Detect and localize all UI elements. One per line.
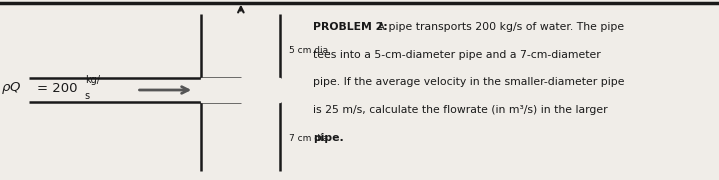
Text: = 200: = 200 [37, 82, 78, 95]
Text: tees into a 5-cm-diameter pipe and a 7-cm-diameter: tees into a 5-cm-diameter pipe and a 7-c… [313, 50, 600, 60]
Text: 5 cm dia.: 5 cm dia. [289, 46, 331, 55]
Text: $\rho Q$: $\rho Q$ [1, 80, 22, 96]
Text: pipe.: pipe. [313, 133, 344, 143]
Text: 7 cm dia.: 7 cm dia. [289, 134, 331, 143]
Text: kg/: kg/ [85, 75, 100, 85]
Text: A pipe transports 200 kg/s of water. The pipe: A pipe transports 200 kg/s of water. The… [374, 22, 624, 32]
Text: PROBLEM 2:: PROBLEM 2: [313, 22, 388, 32]
Bar [201, 78, 280, 102]
Text: s: s [85, 91, 90, 101]
Text: pipe. If the average velocity in the smaller-diameter pipe: pipe. If the average velocity in the sma… [313, 77, 624, 87]
Text: is 25 m/s, calculate the flowrate (in m³/s) in the larger: is 25 m/s, calculate the flowrate (in m³… [313, 105, 608, 115]
